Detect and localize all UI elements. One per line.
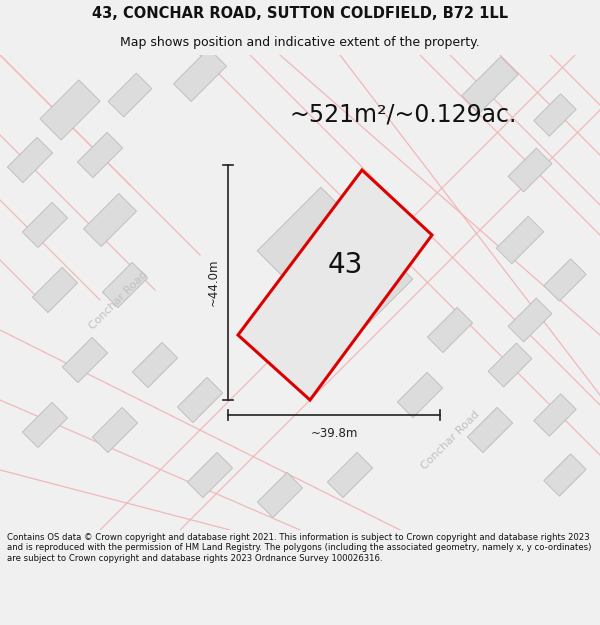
Polygon shape bbox=[92, 408, 137, 452]
Text: Map shows position and indicative extent of the property.: Map shows position and indicative extent… bbox=[120, 36, 480, 49]
Polygon shape bbox=[108, 73, 152, 117]
Polygon shape bbox=[544, 454, 586, 496]
Text: ~44.0m: ~44.0m bbox=[207, 259, 220, 306]
Polygon shape bbox=[257, 188, 413, 342]
Polygon shape bbox=[328, 452, 373, 498]
Polygon shape bbox=[178, 378, 223, 423]
Polygon shape bbox=[508, 298, 552, 342]
Polygon shape bbox=[397, 372, 443, 418]
Polygon shape bbox=[7, 138, 53, 182]
Polygon shape bbox=[488, 343, 532, 387]
Polygon shape bbox=[534, 394, 576, 436]
Text: ~521m²/~0.129ac.: ~521m²/~0.129ac. bbox=[290, 103, 517, 127]
Polygon shape bbox=[544, 259, 586, 301]
Polygon shape bbox=[187, 452, 233, 498]
Polygon shape bbox=[496, 216, 544, 264]
Polygon shape bbox=[83, 194, 137, 246]
Text: Conchar Road: Conchar Road bbox=[87, 269, 149, 331]
Polygon shape bbox=[238, 170, 432, 400]
Text: Contains OS data © Crown copyright and database right 2021. This information is : Contains OS data © Crown copyright and d… bbox=[7, 533, 592, 562]
Text: 43: 43 bbox=[328, 251, 363, 279]
Text: ~39.8m: ~39.8m bbox=[310, 427, 358, 440]
Polygon shape bbox=[508, 148, 552, 192]
Polygon shape bbox=[22, 202, 68, 248]
Polygon shape bbox=[534, 94, 576, 136]
Polygon shape bbox=[467, 408, 512, 452]
Polygon shape bbox=[173, 49, 227, 101]
Text: Conchar Road: Conchar Road bbox=[419, 409, 481, 471]
Polygon shape bbox=[77, 132, 122, 178]
Polygon shape bbox=[40, 80, 100, 140]
Polygon shape bbox=[427, 308, 473, 352]
Text: 43, CONCHAR ROAD, SUTTON COLDFIELD, B72 1LL: 43, CONCHAR ROAD, SUTTON COLDFIELD, B72 … bbox=[92, 6, 508, 21]
Polygon shape bbox=[103, 262, 148, 308]
Polygon shape bbox=[133, 342, 178, 388]
Polygon shape bbox=[32, 268, 77, 312]
Polygon shape bbox=[462, 57, 518, 113]
Polygon shape bbox=[257, 472, 302, 518]
Polygon shape bbox=[62, 338, 107, 382]
Polygon shape bbox=[22, 402, 68, 448]
